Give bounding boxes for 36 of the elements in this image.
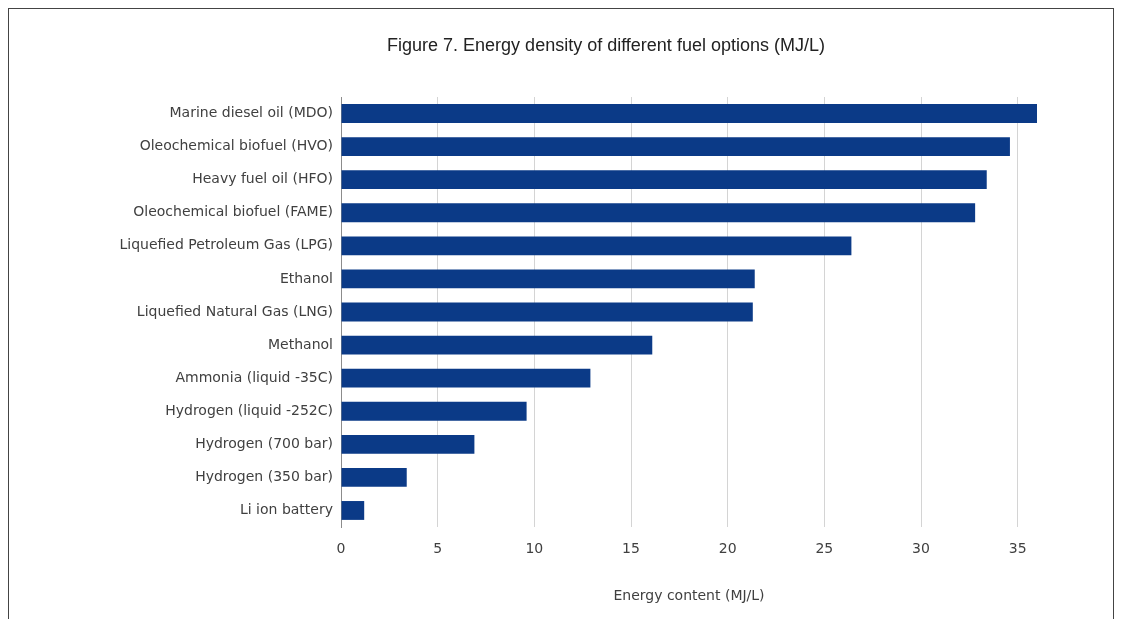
y-tick-label: Liquefied Natural Gas (LNG) [136, 302, 333, 319]
bar [341, 302, 753, 322]
y-tick-label: Marine diesel oil (MDO) [169, 104, 333, 121]
chart-title: Figure 7. Energy density of different fuel options (MJ/L) [386, 35, 826, 56]
y-tick-label: Ethanol [279, 269, 333, 286]
x-tick-label: 10 [525, 540, 544, 557]
bar [341, 269, 755, 289]
x-tick-label: 15 [622, 540, 640, 557]
bar [341, 104, 1037, 123]
y-tick-label: Methanol [268, 335, 333, 352]
y-tick-label: Hydrogen (liquid -252C) [165, 401, 333, 418]
x-tick-label: 5 [433, 540, 443, 557]
x-tick-label: 35 [1008, 540, 1027, 557]
bar [341, 203, 976, 223]
y-tick-label: Oleochemical biofuel (FAME) [133, 203, 333, 220]
y-tick-label: Hydrogen (350 bar) [195, 468, 333, 485]
bar [341, 137, 1010, 157]
bar [341, 236, 852, 256]
bar [341, 335, 653, 355]
x-axis-title: Energy content (MJ/L) [613, 587, 765, 604]
y-tick-label: Heavy fuel oil (HFO) [192, 170, 333, 187]
x-tick-label: 25 [815, 540, 834, 557]
bar [341, 501, 365, 520]
bar [341, 401, 527, 421]
y-tick-label: Ammonia (liquid -35C) [175, 368, 333, 385]
bar [341, 368, 591, 388]
y-tick-label: Oleochemical biofuel (HVO) [139, 137, 333, 154]
bar [341, 467, 407, 487]
y-tick-label: Hydrogen (700 bar) [195, 434, 333, 451]
y-tick-label: Li ion battery [239, 501, 333, 518]
y-tick-label: Liquefied Petroleum Gas (LPG) [119, 236, 333, 253]
bar [341, 434, 475, 454]
x-tick-label: 20 [718, 540, 737, 557]
bar [341, 170, 987, 190]
x-tick-label: 0 [336, 540, 346, 557]
x-tick-label: 30 [912, 540, 930, 557]
